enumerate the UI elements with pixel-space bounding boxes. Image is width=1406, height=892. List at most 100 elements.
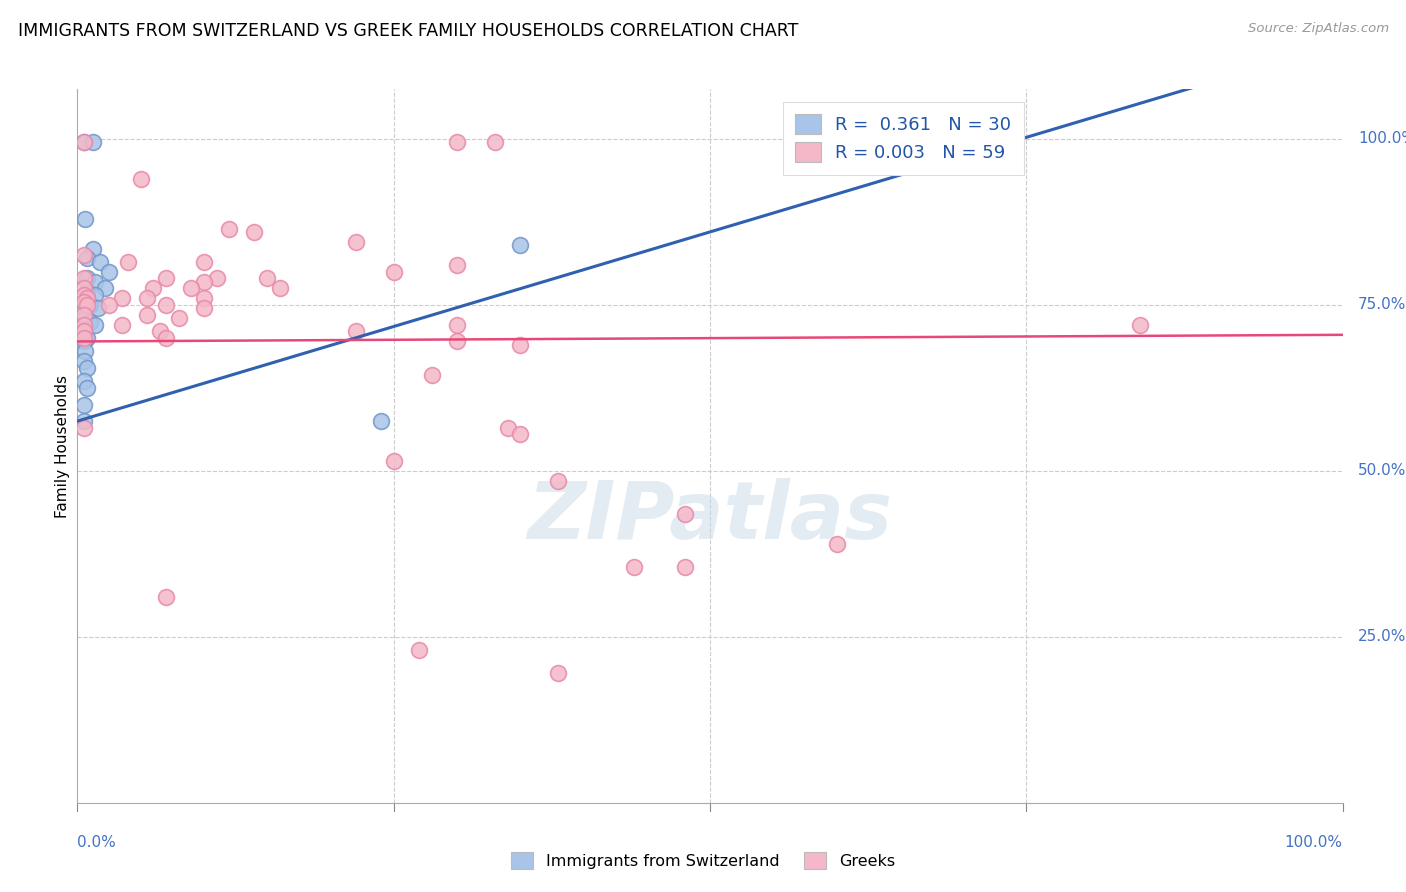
Text: 100.0%: 100.0%	[1358, 131, 1406, 146]
Point	[76, 298, 98, 312]
Text: IMMIGRANTS FROM SWITZERLAND VS GREEK FAMILY HOUSEHOLDS CORRELATION CHART: IMMIGRANTS FROM SWITZERLAND VS GREEK FAM…	[18, 22, 799, 40]
Point	[370, 414, 392, 428]
Point	[344, 325, 367, 339]
Point	[382, 454, 405, 468]
Point	[76, 381, 98, 395]
Point	[84, 318, 107, 332]
Point	[89, 254, 111, 268]
Point	[111, 318, 132, 332]
Point	[73, 331, 96, 345]
Point	[547, 666, 569, 681]
Point	[446, 318, 468, 332]
Point	[155, 331, 177, 345]
Point	[509, 427, 531, 442]
Point	[129, 171, 152, 186]
Point	[193, 254, 215, 268]
Text: 25.0%: 25.0%	[1358, 630, 1406, 644]
Y-axis label: Family Households: Family Households	[55, 375, 70, 517]
Text: 0.0%: 0.0%	[77, 835, 117, 850]
Point	[76, 271, 98, 285]
Point	[117, 254, 139, 268]
Point	[547, 474, 569, 488]
Point	[193, 301, 215, 316]
Point	[73, 308, 96, 322]
Point	[496, 421, 519, 435]
Point	[851, 136, 873, 150]
Point	[79, 314, 101, 328]
Point	[73, 334, 96, 349]
Point	[82, 242, 104, 256]
Point	[446, 136, 468, 150]
Point	[155, 590, 177, 604]
Point	[73, 311, 96, 326]
Text: 50.0%: 50.0%	[1358, 463, 1406, 478]
Point	[136, 291, 159, 305]
Point	[76, 291, 98, 305]
Point	[73, 288, 96, 302]
Point	[509, 338, 531, 352]
Point	[84, 275, 107, 289]
Point	[382, 265, 405, 279]
Point	[76, 252, 98, 266]
Point	[73, 271, 96, 285]
Point	[509, 238, 531, 252]
Point	[94, 281, 117, 295]
Point	[73, 344, 96, 359]
Point	[149, 325, 172, 339]
Point	[420, 368, 443, 382]
Point	[73, 374, 96, 388]
Point	[73, 294, 96, 309]
Point	[446, 334, 468, 349]
Legend: R =  0.361   N = 30, R = 0.003   N = 59: R = 0.361 N = 30, R = 0.003 N = 59	[783, 102, 1024, 175]
Point	[193, 275, 215, 289]
Point	[76, 361, 98, 376]
Point	[73, 318, 96, 332]
Point	[73, 325, 96, 339]
Point	[673, 507, 696, 521]
Point	[98, 265, 120, 279]
Point	[446, 258, 468, 272]
Point	[73, 294, 96, 309]
Point	[84, 288, 107, 302]
Point	[79, 298, 101, 312]
Point	[73, 248, 96, 262]
Point	[825, 537, 848, 551]
Text: ZIPatlas: ZIPatlas	[527, 478, 893, 557]
Point	[73, 281, 96, 295]
Point	[98, 298, 120, 312]
Legend: Immigrants from Switzerland, Greeks: Immigrants from Switzerland, Greeks	[505, 846, 901, 875]
Point	[73, 136, 96, 150]
Point	[180, 281, 202, 295]
Point	[1129, 318, 1152, 332]
Point	[408, 643, 430, 657]
Point	[344, 235, 367, 249]
Point	[218, 221, 240, 235]
Point	[86, 301, 108, 316]
Point	[155, 271, 177, 285]
Point	[167, 311, 190, 326]
Point	[142, 281, 165, 295]
Point	[73, 325, 96, 339]
Text: Source: ZipAtlas.com: Source: ZipAtlas.com	[1249, 22, 1389, 36]
Text: 75.0%: 75.0%	[1358, 297, 1406, 312]
Point	[243, 225, 266, 239]
Point	[111, 291, 132, 305]
Point	[82, 136, 104, 150]
Point	[155, 298, 177, 312]
Point	[484, 136, 506, 150]
Point	[76, 331, 98, 345]
Point	[73, 136, 96, 150]
Point	[673, 560, 696, 574]
Point	[73, 211, 96, 226]
Point	[269, 281, 291, 295]
Point	[256, 271, 278, 285]
Point	[205, 271, 228, 285]
Point	[73, 397, 96, 411]
Point	[73, 354, 96, 368]
Point	[136, 308, 159, 322]
Point	[193, 291, 215, 305]
Point	[76, 285, 98, 299]
Text: 100.0%: 100.0%	[1285, 835, 1343, 850]
Point	[73, 421, 96, 435]
Point	[623, 560, 645, 574]
